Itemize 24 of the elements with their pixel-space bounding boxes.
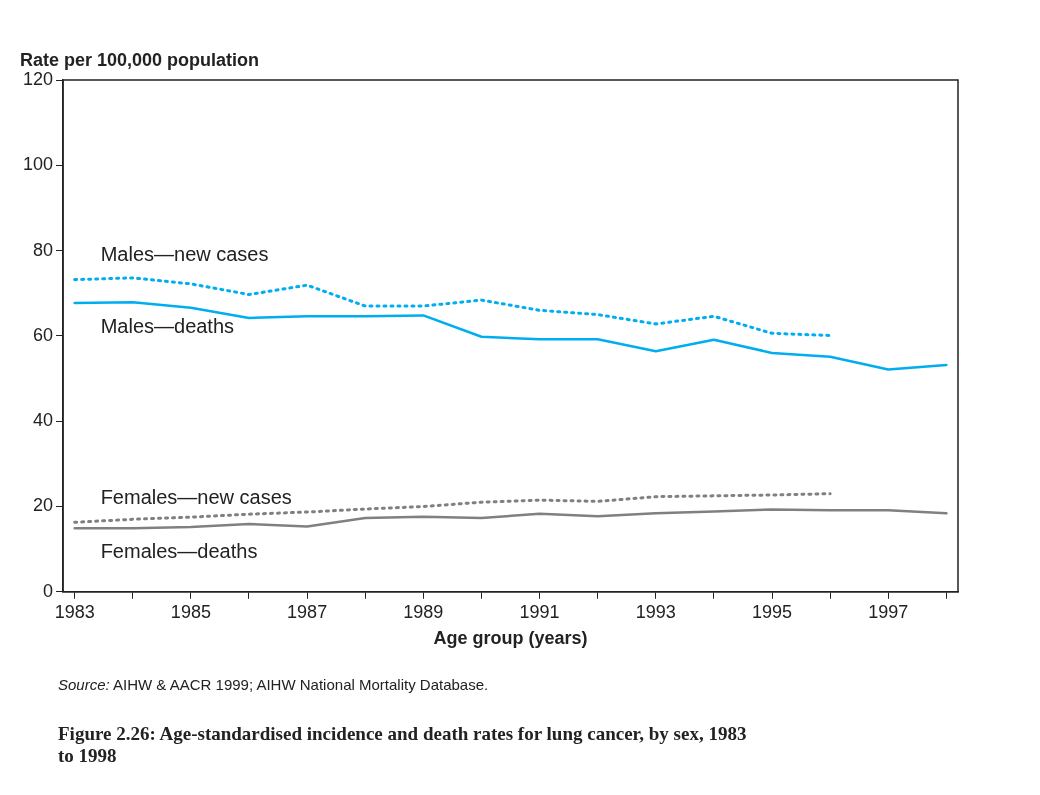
y-tick-label: 100 <box>22 154 54 175</box>
y-tick-label: 0 <box>43 580 54 601</box>
series-label: Males—new cases <box>100 243 269 266</box>
series-label: Females—deaths <box>100 539 258 562</box>
y-tick-label: 60 <box>33 324 54 345</box>
y-tick-label: 120 <box>22 68 54 89</box>
x-axis-title: Age group (years) <box>433 628 588 649</box>
x-tick-label: 1995 <box>752 601 793 622</box>
y-tick-label: 20 <box>33 495 54 516</box>
x-tick-label: 1985 <box>170 601 211 622</box>
series-label: Females—new cases <box>100 485 292 508</box>
series-label: Males—deaths <box>100 314 235 337</box>
y-tick-label: 40 <box>33 410 54 431</box>
x-tick-label: 1993 <box>635 601 676 622</box>
line-series <box>73 276 832 337</box>
x-tick-label: 1991 <box>519 601 560 622</box>
y-tick-label: 80 <box>33 239 54 260</box>
x-tick-label: 1997 <box>868 601 909 622</box>
x-tick-label: 1983 <box>54 601 95 622</box>
x-tick-label: 1989 <box>403 601 444 622</box>
source-note: Source: AIHW & AACR 1999; AIHW National Mortality Database. <box>58 676 489 693</box>
x-tick-label: 1987 <box>287 601 328 622</box>
y-axis-title: Rate per 100,000 population <box>20 49 260 70</box>
text: Figure 2.26: Age-standardised incidence and death rates for lung cancer, by sex, 1983 to 1998 <box>58 723 748 767</box>
